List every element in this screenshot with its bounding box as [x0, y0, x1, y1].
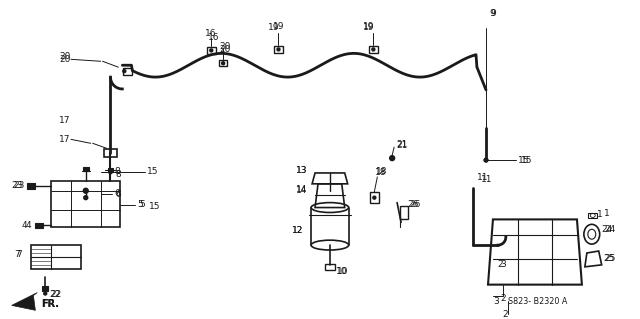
Text: 9: 9: [490, 9, 496, 18]
Text: 8: 8: [115, 167, 120, 176]
Text: 3: 3: [493, 297, 499, 306]
Text: 22: 22: [50, 290, 61, 299]
Bar: [108, 168, 113, 172]
Text: 20: 20: [59, 55, 70, 64]
Bar: [274, 46, 283, 53]
Text: 10: 10: [336, 267, 348, 276]
Text: 5: 5: [137, 200, 143, 209]
Text: 23: 23: [13, 181, 25, 190]
Text: 7: 7: [15, 250, 20, 259]
Bar: [399, 205, 408, 219]
Circle shape: [484, 158, 488, 162]
Text: 3: 3: [500, 260, 506, 269]
Text: 19: 19: [268, 23, 279, 32]
Text: 20: 20: [59, 52, 70, 61]
Circle shape: [484, 158, 488, 162]
Text: 12: 12: [292, 226, 304, 235]
Text: 12: 12: [292, 226, 304, 235]
Bar: [370, 192, 379, 203]
Text: 15: 15: [147, 167, 159, 176]
Bar: [83, 167, 89, 171]
Text: 16: 16: [205, 29, 217, 38]
Text: 19: 19: [362, 22, 374, 31]
Text: 17: 17: [59, 116, 70, 125]
Bar: [42, 286, 48, 291]
Bar: [369, 46, 378, 53]
Text: 20: 20: [219, 42, 230, 51]
Text: 22: 22: [49, 290, 60, 299]
Text: 2: 2: [497, 260, 502, 269]
Text: 14: 14: [296, 185, 308, 194]
Text: 13: 13: [296, 167, 308, 175]
Text: 21: 21: [396, 141, 408, 150]
Text: S823- B2320 A: S823- B2320 A: [508, 297, 567, 306]
Circle shape: [277, 48, 280, 51]
Text: 10: 10: [337, 267, 348, 276]
Circle shape: [373, 196, 376, 199]
Bar: [104, 149, 117, 157]
Text: 25: 25: [604, 255, 615, 263]
Text: 24: 24: [602, 225, 613, 234]
Bar: [207, 47, 216, 54]
Circle shape: [123, 70, 126, 73]
Text: 6: 6: [115, 189, 120, 198]
Text: 21: 21: [396, 140, 408, 149]
Circle shape: [84, 196, 88, 200]
Text: 5: 5: [139, 200, 145, 209]
Bar: [35, 223, 44, 228]
Text: FR.: FR.: [42, 300, 60, 309]
Text: 2: 2: [500, 294, 506, 303]
Text: 19: 19: [273, 22, 284, 31]
Polygon shape: [12, 293, 37, 310]
Bar: [219, 60, 227, 66]
Text: 15: 15: [518, 156, 529, 165]
Text: 11: 11: [481, 175, 493, 184]
Text: 19: 19: [362, 23, 374, 32]
Text: 26: 26: [409, 200, 420, 209]
Circle shape: [372, 48, 375, 51]
Text: FR.: FR.: [42, 300, 60, 309]
Text: 8: 8: [115, 170, 121, 179]
Text: 20: 20: [219, 45, 230, 54]
Text: 7: 7: [17, 250, 22, 259]
Text: 4: 4: [26, 221, 31, 230]
Text: 14: 14: [296, 186, 308, 195]
Circle shape: [109, 170, 112, 174]
Text: 1: 1: [596, 210, 602, 219]
Text: 18: 18: [376, 167, 388, 176]
Text: 25: 25: [605, 255, 616, 263]
Text: 2: 2: [503, 310, 508, 319]
Circle shape: [44, 292, 47, 295]
Circle shape: [221, 62, 225, 65]
Circle shape: [210, 49, 212, 52]
Text: 18: 18: [375, 168, 387, 177]
Text: 1: 1: [604, 209, 609, 218]
Text: 16: 16: [209, 33, 220, 42]
Text: 9: 9: [489, 9, 495, 18]
Text: 17: 17: [59, 135, 70, 144]
Bar: [28, 183, 35, 189]
Text: 24: 24: [605, 225, 616, 234]
Text: 4: 4: [22, 221, 27, 230]
Text: 23: 23: [12, 181, 23, 190]
Text: 26: 26: [407, 200, 419, 209]
Bar: [123, 68, 132, 75]
Bar: [325, 264, 335, 270]
Text: 11: 11: [477, 174, 489, 182]
Text: 13: 13: [296, 167, 308, 175]
Circle shape: [83, 188, 88, 193]
Text: 6: 6: [115, 190, 121, 199]
Text: 15: 15: [149, 202, 161, 211]
Circle shape: [390, 156, 395, 160]
Text: 15: 15: [520, 156, 532, 165]
Bar: [588, 213, 597, 218]
